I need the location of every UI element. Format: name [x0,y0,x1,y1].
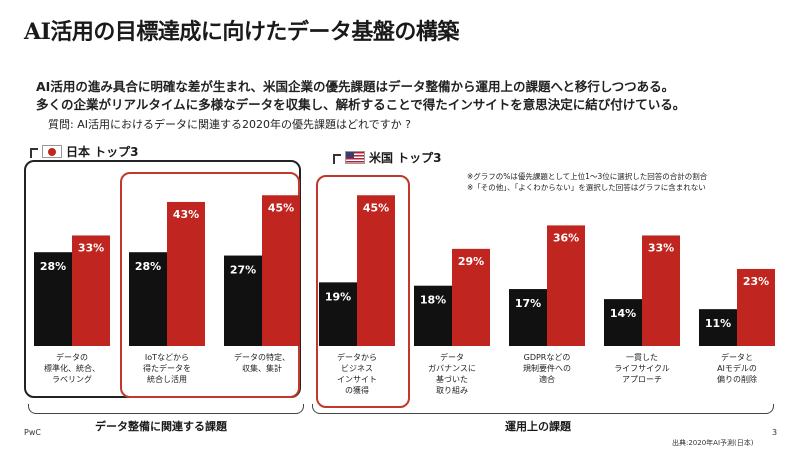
category-label-7-2: 偏りの削除 [717,374,757,384]
bar-value-label-japan-4: 18% [420,294,446,307]
bar-value-label-japan-2: 27% [230,264,256,277]
bar-us-2 [262,195,300,346]
category-label-2-0: データの特定、 [234,352,290,362]
japan-group-label: 日本 トップ3 [42,143,139,160]
bar-value-label-japan-3: 19% [325,290,351,303]
category-label-1-2: 統合し活用 [147,374,187,384]
page-number: 3 [772,428,778,437]
bar-value-label-us-6: 33% [648,241,674,254]
note-line-1: ※グラフの%は優先課題として上位1～3位に選択した回答の合計の割合 [467,172,708,181]
bar-value-label-us-4: 29% [458,255,484,268]
bar-us-1 [167,201,205,346]
bar-value-label-us-1: 43% [173,208,199,221]
page-title: AI活用の目標達成に向けたデータ基盤の構築 [24,19,459,45]
bar-value-label-japan-7: 11% [705,317,731,330]
bar-value-label-us-3: 45% [363,201,389,214]
question-text: 質問: AI活用におけるデータに関連する2020年の優先課題はどれですか ? [48,118,411,131]
subtitle-line-2: 多くの企業がリアルタイムに多様なデータを収集し、解析することで得たインサイトを意… [36,97,686,112]
bar-japan-3 [319,282,357,346]
bar-us-3 [357,195,395,346]
category-label-4-2: 基づいた [436,374,468,384]
note-line-2: ※「その他」、「よくわからない」を選択した回答はグラフに含まれない [467,183,706,192]
category-label-6-1: ライフサイクル [614,364,670,373]
data-prep-brace [28,404,304,414]
category-label-2-1: 収集、集計 [242,363,282,373]
bar-us-0 [72,235,110,346]
bar-us-5 [547,225,585,346]
category-label-0-0: データの [56,352,88,362]
category-label-4-1: ガバナンスに [428,363,476,373]
us-flag-icon [345,151,365,164]
us-top3-box-right [316,175,410,408]
category-label-3-3: の獲得 [345,385,369,395]
footer-brand: PwC [24,428,41,437]
bar-value-label-japan-6: 14% [610,307,636,320]
category-label-6-0: 一貫した [626,353,658,362]
japan-flag-icon [42,145,62,158]
japan-group-text: 日本 トップ3 [66,145,139,159]
bar-japan-1 [129,252,167,346]
bar-japan-2 [224,255,262,346]
bar-japan-4 [414,285,452,346]
bar-value-label-us-2: 45% [268,201,294,214]
category-label-5-2: 適合 [539,374,555,384]
source-text: 出典:2020年AI予測(日本) [672,439,754,447]
category-label-4-3: 取り組み [436,385,468,395]
category-label-3-2: インサイト [337,375,377,384]
japan-label-bracket [30,148,38,158]
category-label-3-1: ビジネス [341,364,373,373]
bar-value-label-us-0: 33% [78,241,104,254]
category-label-4-0: データ [440,352,464,362]
us-group-label: 米国 トップ3 [345,149,442,166]
bar-value-label-us-5: 36% [553,231,579,244]
subtitle-line-1: AI活用の進み具合に明確な差が生まれ、米国企業の優先課題はデータ整備から運用上の… [36,79,675,94]
bar-japan-5 [509,289,547,346]
category-label-0-2: ラベリング [52,374,92,384]
category-label-0-1: 標準化、統合、 [44,363,100,373]
bar-value-label-us-7: 23% [743,275,769,288]
category-label-6-2: アプローチ [622,375,662,384]
category-label-7-1: AIモデルの [717,363,757,373]
us-group-text: 米国 トップ3 [369,151,442,165]
category-label-5-0: GDPRなどの [524,353,571,362]
bar-japan-7 [699,309,737,346]
category-label-7-0: データと [721,352,753,362]
data-prep-label: データ整備に関連する課題 [95,420,227,433]
category-label-3-0: データから [337,352,377,362]
operational-label: 運用上の課題 [505,420,571,433]
bar-japan-6 [604,299,642,346]
bar-us-4 [452,248,490,346]
bar-us-6 [642,235,680,346]
operational-brace [312,404,774,414]
bar-value-label-japan-0: 28% [40,260,66,273]
bar-value-label-japan-5: 17% [515,297,541,310]
us-label-bracket [333,154,341,164]
category-label-5-1: 規制要件への [523,363,571,373]
category-label-1-0: IoTなどから [145,353,189,362]
bar-us-7 [737,268,775,346]
bar-japan-0 [34,252,72,346]
bar-value-label-japan-1: 28% [135,260,161,273]
category-label-1-1: 得たデータを [143,363,191,373]
